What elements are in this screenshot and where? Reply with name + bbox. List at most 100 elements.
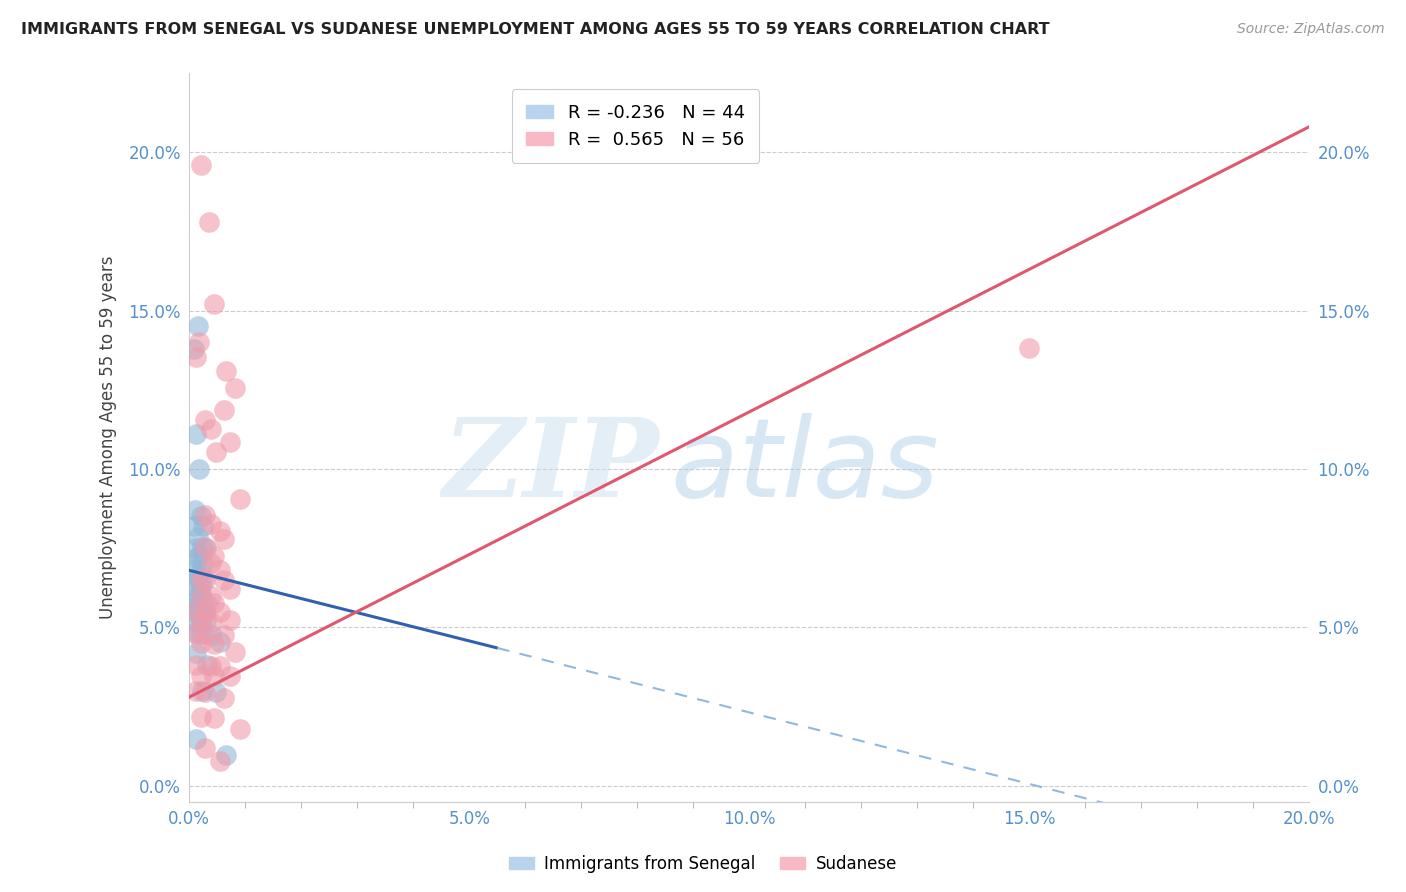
Point bbox=[218, 582, 240, 596]
Point bbox=[209, 563, 232, 577]
Point bbox=[212, 690, 235, 705]
Legend: R = -0.236   N = 44, R =  0.565   N = 56: R = -0.236 N = 44, R = 0.565 N = 56 bbox=[512, 89, 759, 163]
Point bbox=[184, 350, 207, 364]
Point bbox=[200, 422, 222, 436]
Point bbox=[228, 491, 250, 506]
Point bbox=[188, 549, 211, 563]
Point bbox=[190, 614, 212, 628]
Point bbox=[188, 462, 211, 476]
Point bbox=[184, 541, 207, 556]
Legend: Immigrants from Senegal, Sudanese: Immigrants from Senegal, Sudanese bbox=[502, 848, 904, 880]
Point bbox=[190, 158, 212, 172]
Point bbox=[205, 444, 228, 458]
Point bbox=[224, 381, 246, 395]
Point bbox=[193, 519, 215, 533]
Point bbox=[183, 519, 205, 533]
Point bbox=[200, 659, 222, 673]
Point bbox=[184, 684, 207, 698]
Point bbox=[204, 637, 226, 651]
Point bbox=[188, 597, 211, 611]
Point bbox=[218, 435, 240, 450]
Point bbox=[190, 589, 212, 603]
Point bbox=[212, 573, 235, 587]
Point bbox=[190, 579, 212, 593]
Point bbox=[212, 532, 235, 546]
Point bbox=[190, 627, 212, 641]
Point bbox=[195, 614, 218, 628]
Text: atlas: atlas bbox=[671, 413, 939, 520]
Point bbox=[188, 571, 211, 585]
Point bbox=[184, 626, 207, 640]
Point bbox=[190, 668, 212, 682]
Point bbox=[190, 683, 212, 698]
Point bbox=[184, 657, 207, 672]
Point bbox=[209, 524, 232, 538]
Point bbox=[190, 509, 212, 524]
Point bbox=[215, 364, 238, 378]
Point bbox=[200, 517, 222, 532]
Point bbox=[184, 589, 207, 603]
Point bbox=[190, 615, 212, 629]
Point bbox=[188, 335, 211, 350]
Point bbox=[204, 549, 226, 563]
Point bbox=[184, 646, 207, 660]
Point bbox=[215, 747, 238, 762]
Point bbox=[188, 605, 211, 619]
Point bbox=[184, 605, 207, 619]
Text: Source: ZipAtlas.com: Source: ZipAtlas.com bbox=[1237, 22, 1385, 37]
Point bbox=[212, 628, 235, 642]
Point bbox=[204, 711, 226, 725]
Point bbox=[209, 659, 232, 673]
Point bbox=[184, 579, 207, 593]
Point bbox=[200, 615, 222, 629]
Text: ZIP: ZIP bbox=[443, 413, 659, 520]
Point bbox=[184, 503, 207, 517]
Y-axis label: Unemployment Among Ages 55 to 59 years: Unemployment Among Ages 55 to 59 years bbox=[100, 255, 117, 619]
Point bbox=[204, 596, 226, 610]
Point bbox=[209, 754, 232, 768]
Point bbox=[194, 741, 217, 756]
Point bbox=[190, 563, 212, 577]
Point bbox=[184, 614, 207, 628]
Point bbox=[194, 685, 217, 699]
Point bbox=[218, 614, 240, 628]
Point bbox=[201, 628, 224, 642]
Point bbox=[193, 595, 215, 609]
Point bbox=[187, 530, 209, 544]
Point bbox=[184, 562, 207, 576]
Point bbox=[184, 604, 207, 618]
Point bbox=[194, 413, 217, 427]
Point bbox=[193, 573, 215, 587]
Point bbox=[190, 709, 212, 723]
Point bbox=[194, 605, 217, 619]
Point bbox=[184, 571, 207, 585]
Point bbox=[224, 645, 246, 659]
Point bbox=[194, 508, 217, 522]
Point bbox=[184, 731, 207, 746]
Point bbox=[184, 550, 207, 565]
Point bbox=[205, 685, 228, 699]
Point bbox=[209, 634, 232, 648]
Point bbox=[190, 540, 212, 554]
Point bbox=[190, 635, 212, 649]
Point bbox=[184, 427, 207, 442]
Point bbox=[204, 669, 226, 683]
Point bbox=[184, 626, 207, 640]
Point bbox=[209, 605, 232, 619]
Text: IMMIGRANTS FROM SENEGAL VS SUDANESE UNEMPLOYMENT AMONG AGES 55 TO 59 YEARS CORRE: IMMIGRANTS FROM SENEGAL VS SUDANESE UNEM… bbox=[21, 22, 1050, 37]
Point bbox=[190, 587, 212, 601]
Point bbox=[200, 557, 222, 571]
Point bbox=[195, 657, 218, 672]
Point bbox=[183, 595, 205, 609]
Point bbox=[1018, 341, 1040, 355]
Point bbox=[195, 541, 218, 556]
Point bbox=[194, 627, 217, 641]
Point bbox=[193, 556, 215, 570]
Point bbox=[195, 597, 218, 611]
Point bbox=[204, 297, 226, 311]
Point bbox=[198, 215, 221, 229]
Point bbox=[200, 589, 222, 603]
Point bbox=[194, 573, 217, 587]
Point bbox=[212, 403, 235, 417]
Point bbox=[218, 669, 240, 683]
